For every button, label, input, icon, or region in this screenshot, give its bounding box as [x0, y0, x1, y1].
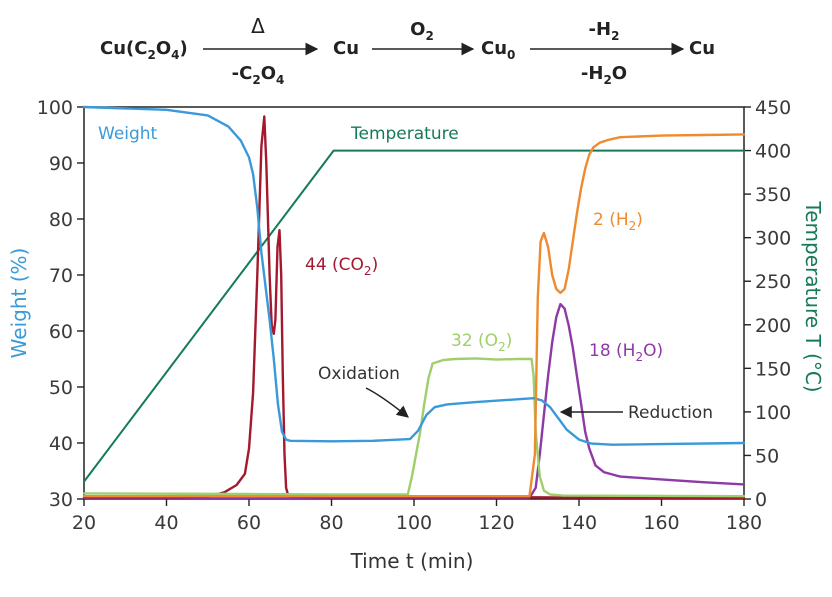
oxidation-annotation: Oxidation	[318, 364, 400, 384]
right-y-tick-label: 250	[755, 271, 791, 293]
species-cu-1: Cu	[333, 38, 359, 59]
series-line-44-co2	[82, 115, 746, 500]
right-y-tick-label: 0	[755, 489, 767, 511]
oxidation-arrow	[365, 387, 409, 418]
x-tick-label: 160	[643, 512, 679, 534]
left-y-tick-label: 90	[49, 153, 73, 175]
left-y-tick-label: 70	[49, 265, 73, 287]
left-y-tick-label: 80	[49, 209, 73, 231]
right-axis-title: Temperature T (°C)	[801, 200, 825, 392]
x-tick-label: 140	[561, 512, 597, 534]
x-tick-label: 120	[478, 512, 514, 534]
species-copper-oxalate: Cu(C2O4)	[100, 38, 188, 62]
x-tick-label: 60	[237, 512, 261, 534]
h2-annotation: 2 (H2)	[593, 210, 643, 233]
right-y-tick-label: 150	[755, 358, 791, 380]
series-layer	[82, 105, 746, 500]
x-tick-label: 20	[72, 512, 96, 534]
x-axis: 20 40 60 80 100 120 140 160 180	[72, 499, 762, 534]
step1-above-label: Δ	[251, 14, 265, 38]
weight-series-label: Weight	[98, 124, 158, 144]
series-line-18-h2o	[82, 302, 746, 500]
left-y-tick-label: 100	[37, 97, 73, 119]
reaction-scheme: Cu(C2O4) Δ -C2O4 Cu O2 Cu0 -H2 -H2O Cu	[100, 14, 715, 87]
step2-above-label: O2	[410, 19, 434, 43]
reduction-annotation: Reduction	[628, 403, 713, 423]
x-tick-label: 180	[726, 512, 762, 534]
right-y-tick-label: 200	[755, 315, 791, 337]
species-cu0: Cu0	[481, 38, 515, 62]
x-tick-label: 100	[396, 512, 432, 534]
o2-annotation: 32 (O2)	[451, 331, 512, 354]
x-tick-label: 80	[319, 512, 343, 534]
right-y-tick-label: 400	[755, 141, 791, 163]
series-line-temperature	[83, 149, 745, 483]
left-axis-title: Weight (%)	[7, 248, 31, 359]
right-y-tick-label: 350	[755, 184, 791, 206]
step3-above-label: -H2	[589, 19, 620, 43]
left-y-tick-label: 60	[49, 321, 73, 343]
right-y-tick-label: 50	[755, 445, 779, 467]
left-y-axis: 30 40 50 60 70 80 90 100	[37, 97, 84, 511]
series-line-2-h2	[82, 133, 746, 498]
x-tick-label: 40	[154, 512, 178, 534]
left-y-tick-label: 50	[49, 377, 73, 399]
x-axis-title: Time t (min)	[350, 549, 474, 573]
temperature-series-label: Temperature	[350, 124, 459, 144]
right-y-tick-label: 100	[755, 402, 791, 424]
left-y-tick-label: 30	[49, 489, 73, 511]
step3-below-label: -H2O	[581, 63, 627, 87]
right-y-axis: 0 50 100 150 200 250 300 350 400 450	[744, 97, 791, 511]
h2o-annotation: 18 (H2O)	[589, 341, 663, 364]
species-cu-2: Cu	[689, 38, 715, 59]
series-line-32-o2	[82, 357, 746, 498]
right-y-tick-label: 450	[755, 97, 791, 119]
step1-below-label: -C2O4	[232, 63, 285, 87]
right-y-tick-label: 300	[755, 228, 791, 250]
series-line-weight	[82, 105, 746, 446]
left-y-tick-label: 40	[49, 433, 73, 455]
co2-annotation: 44 (CO2)	[305, 255, 378, 278]
plot-frame	[83, 106, 745, 500]
